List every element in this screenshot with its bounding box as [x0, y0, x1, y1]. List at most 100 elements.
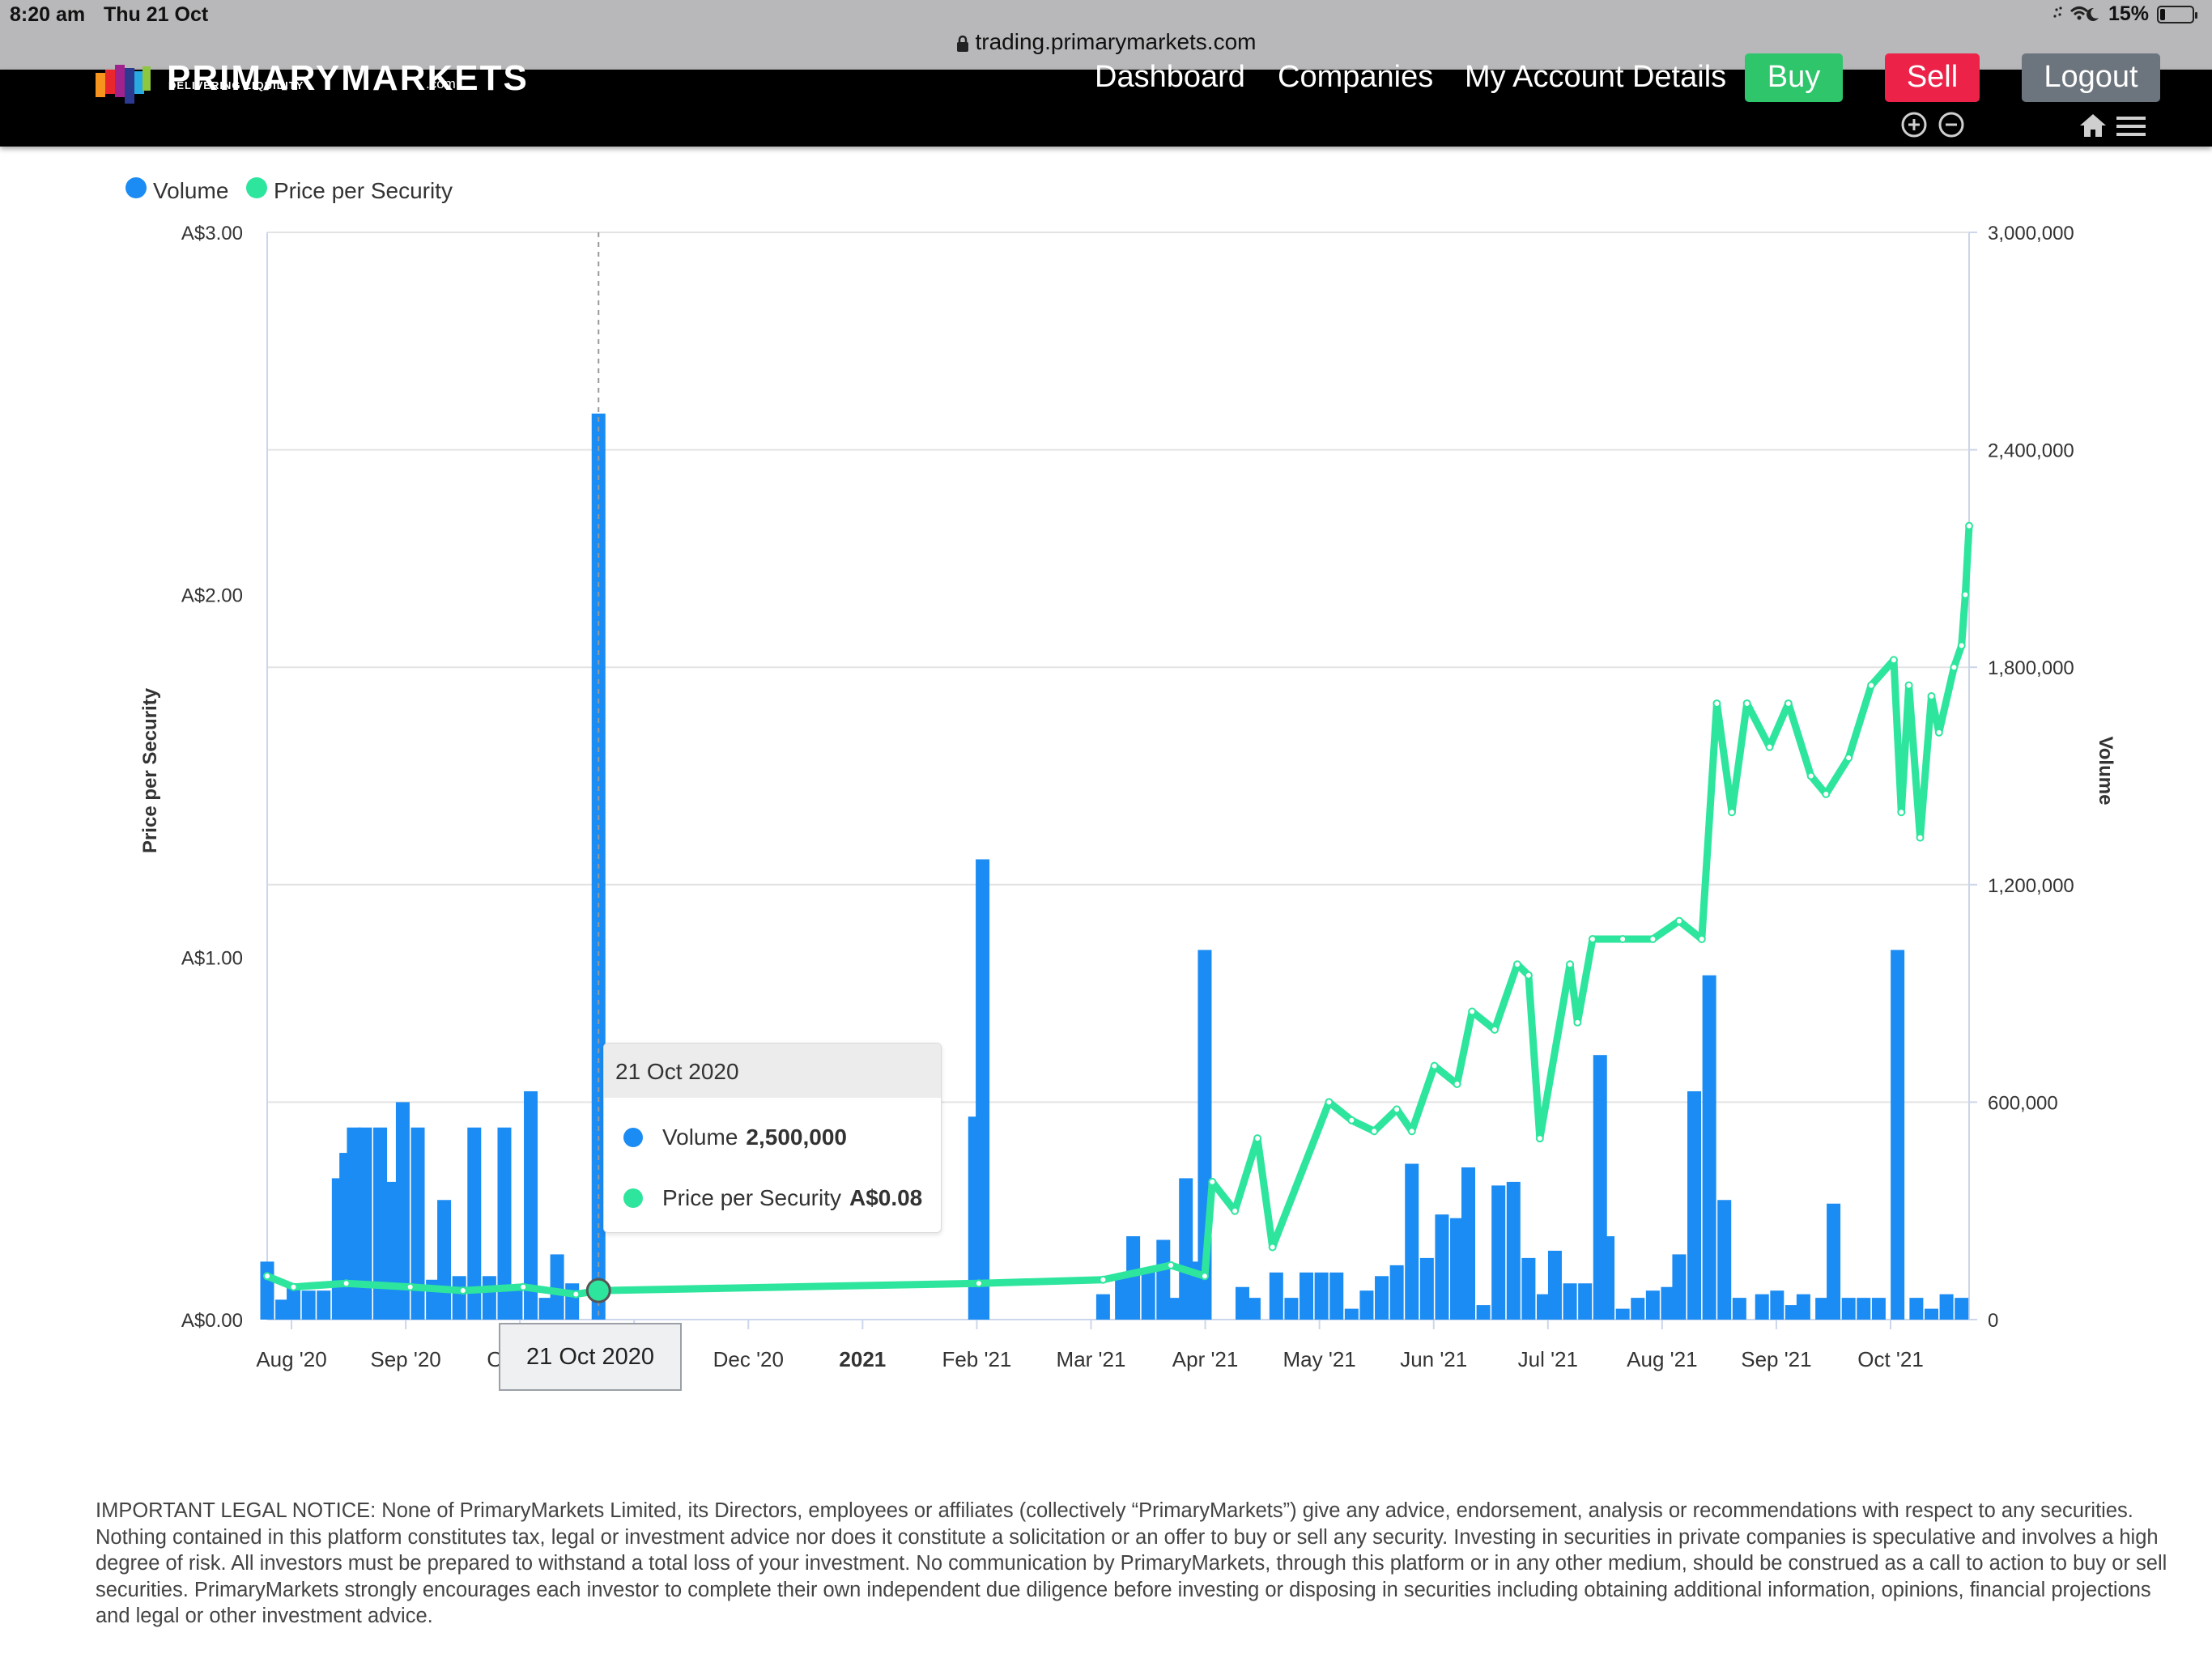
tooltip-volume-label: Volume — [662, 1124, 738, 1150]
volume-bar — [1419, 1257, 1434, 1320]
price-point — [1867, 681, 1876, 690]
y-axis-right: 0 600,000 1,200,000 1,800,000 2,400,000 3,000… — [1969, 223, 2074, 1332]
price-point — [1099, 1275, 1108, 1284]
volume-bar — [1563, 1283, 1577, 1320]
price-point — [1491, 1025, 1499, 1034]
price-point — [1512, 960, 1521, 969]
price-point — [1253, 1134, 1262, 1143]
y-axis-left-title: Price per Security — [139, 687, 161, 853]
volume-bar — [1784, 1305, 1799, 1320]
volume-bar — [1827, 1203, 1841, 1320]
price-point — [1407, 1127, 1416, 1136]
price-point — [1573, 1018, 1582, 1027]
volume-bar — [1939, 1294, 1954, 1320]
volume-bar — [524, 1090, 538, 1320]
logo-text: PRIMARYMARKETS — [167, 58, 529, 98]
nav-dashboard[interactable]: Dashboard — [1095, 60, 1245, 94]
price-point — [1588, 934, 1597, 943]
logo-suffix: .com — [426, 76, 456, 91]
buy-button[interactable]: Buy — [1745, 53, 1843, 102]
logo-mark-icon[interactable] — [96, 65, 152, 107]
price-point — [1468, 1007, 1477, 1016]
price-point — [1325, 1098, 1334, 1107]
volume-bar — [358, 1127, 372, 1320]
battery-icon — [2157, 5, 2197, 23]
x-tick-label: Sep '21 — [1741, 1347, 1811, 1371]
volume-bar — [1661, 1286, 1675, 1320]
price-point — [1231, 1206, 1240, 1215]
volume-bar — [1672, 1254, 1687, 1320]
x-tick-label: May '21 — [1283, 1347, 1356, 1371]
volume-bar — [1924, 1308, 1938, 1320]
volume-bar — [1815, 1298, 1830, 1320]
volume-bar — [1770, 1290, 1784, 1320]
price-point — [1619, 934, 1627, 943]
x-tick-label: Jul '21 — [1518, 1347, 1578, 1371]
price-volume-chart[interactable]: Volume Price per Security A$0.00A$1.00A$… — [0, 154, 2212, 1417]
volume-bar — [1126, 1236, 1141, 1320]
volume-bar — [1435, 1214, 1449, 1320]
price-point — [342, 1279, 351, 1288]
tooltip-price-row: Price per Security A$0.08 — [623, 1185, 922, 1211]
volume-bar — [482, 1276, 496, 1320]
volume-bar — [1841, 1298, 1856, 1320]
volume-bar — [1461, 1167, 1475, 1320]
volume-bar — [1389, 1265, 1404, 1320]
price-point — [1648, 934, 1657, 943]
price-point — [458, 1286, 467, 1295]
volume-bar — [1141, 1269, 1155, 1320]
volume-bar — [1476, 1305, 1491, 1320]
price-point — [1950, 663, 1959, 672]
menu-icon[interactable] — [2115, 115, 2147, 138]
chart-tooltip: 21 Oct 2020 Volume 2,500,000 Price per S… — [603, 1043, 942, 1233]
price-point — [1916, 833, 1925, 842]
volume-bar — [1375, 1276, 1389, 1320]
logout-button[interactable]: Logout — [2022, 53, 2160, 102]
price-point — [572, 1290, 581, 1299]
battery-percent: 15% — [2108, 2, 2149, 25]
price-point — [406, 1282, 415, 1291]
volume-bar — [1687, 1090, 1702, 1320]
tooltip-date: 21 Oct 2020 — [604, 1044, 941, 1098]
zoom-in-icon[interactable] — [1900, 111, 1928, 138]
volume-bar — [1755, 1294, 1769, 1320]
price-point — [1897, 808, 1906, 817]
hover-marker — [585, 1278, 611, 1303]
volume-bar — [1631, 1298, 1645, 1320]
volume-bar — [1314, 1272, 1329, 1320]
zoom-out-icon[interactable] — [1938, 111, 1965, 138]
tooltip-price-label: Price per Security — [662, 1185, 841, 1210]
price-point — [1927, 692, 1936, 701]
price-point — [1430, 1061, 1439, 1070]
y-right-tick-label: 0 — [1988, 1310, 1998, 1332]
volume-bar — [1796, 1294, 1810, 1320]
status-date: Thu 21 Oct — [104, 3, 209, 26]
volume-bar — [1521, 1257, 1536, 1320]
nav-companies[interactable]: Companies — [1278, 60, 1434, 94]
price-point — [519, 1282, 528, 1291]
volume-bar — [1284, 1298, 1299, 1320]
legend-price-swatch — [246, 177, 267, 198]
lock-icon — [956, 35, 968, 52]
y-right-tick-label: 1,200,000 — [1988, 875, 2074, 897]
price-point — [289, 1282, 298, 1291]
legend-volume[interactable]: Volume — [125, 177, 228, 203]
volume-bar — [1537, 1294, 1551, 1320]
volume-bar — [1645, 1290, 1660, 1320]
volume-bar — [317, 1290, 331, 1320]
volume-bar — [275, 1299, 290, 1320]
volume-bar — [1857, 1298, 1871, 1320]
legend-price-label: Price per Security — [274, 178, 453, 203]
url-bar[interactable]: trading.primarymarkets.com — [0, 29, 2212, 55]
volume-bar — [467, 1127, 482, 1320]
price-point — [1535, 1134, 1544, 1143]
volume-bar — [452, 1276, 466, 1320]
sell-button[interactable]: Sell — [1885, 53, 1980, 102]
volume-bar — [538, 1298, 553, 1320]
volume-bar — [1547, 1250, 1562, 1320]
home-icon[interactable] — [2078, 113, 2108, 138]
legend-price[interactable]: Price per Security — [246, 177, 453, 203]
y-left-tick-label: A$3.00 — [181, 223, 243, 244]
nav-my-account-details[interactable]: My Account Details — [1465, 60, 1727, 94]
volume-bar — [301, 1290, 316, 1320]
